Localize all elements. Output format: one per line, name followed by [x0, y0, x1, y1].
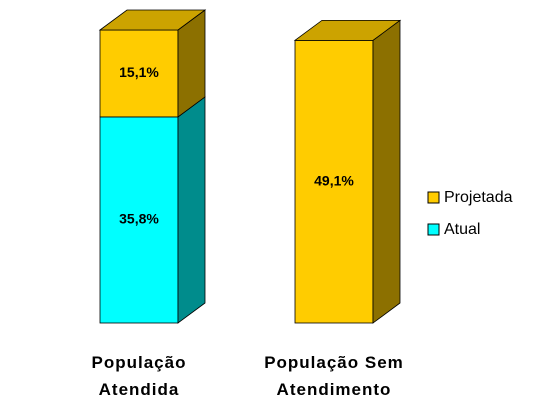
- legend-label: Projetada: [444, 189, 513, 206]
- bar: [294, 39, 374, 324]
- category-label: População Sem Atendimento: [264, 353, 404, 399]
- legend-label: Atual: [444, 221, 480, 238]
- bar-top: [293, 19, 402, 41]
- value-label: 49,1%: [314, 172, 354, 188]
- bar-top: [98, 9, 207, 31]
- bar-side: [372, 19, 401, 324]
- legend-swatch: [427, 223, 440, 236]
- value-label: 15,1%: [119, 64, 159, 80]
- category-label: População Atendida: [91, 353, 187, 399]
- bar-side: [177, 96, 206, 324]
- bar: [99, 116, 179, 324]
- value-label: 35,8%: [119, 211, 159, 227]
- legend-swatch: [427, 191, 440, 204]
